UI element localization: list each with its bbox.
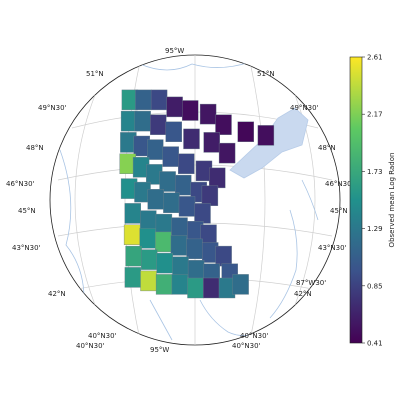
graticule-label: 43°N30' [318,244,347,252]
county-cell [201,185,219,206]
graticule-label: 95°W [165,47,184,55]
county-cell [232,274,249,295]
county-cell [163,192,180,214]
county-cell [140,210,157,231]
county-cell [203,277,220,299]
graticule-label: 42°N [48,290,66,298]
graticule-label: 87°W30' [296,279,326,287]
colorbar-gradient [349,56,363,344]
graticule-label: 51°N [257,70,275,78]
county-cell [155,231,172,253]
county-cell [237,121,255,143]
coastline [269,209,298,319]
colorbar-tick-label: 0.41 [367,340,383,348]
graticule-label: 95°W [150,346,169,354]
county-cell [155,213,173,235]
graticule-label: 51°N [86,70,104,78]
colorbar-tick-label: 1.73 [367,168,383,176]
meridian-line [74,94,96,306]
county-cell [187,277,204,299]
county-cell [159,171,176,192]
county-cell [124,267,142,288]
graticule-label: 40°N30' [88,332,117,340]
colorbar-label: Observed mean Log Radon [388,153,396,248]
county-cell [139,228,156,249]
county-cell [162,146,179,167]
graticule-label: 43°N30' [12,244,41,252]
graticule-label: 49°N30' [38,104,67,112]
graticule-label: 40°N30' [76,342,105,350]
county-cell [150,114,167,135]
county-cell [172,256,189,277]
county-cell [125,245,142,267]
graticule-label: 48°N [26,144,44,152]
county-cell [199,103,217,125]
county-cell [134,110,151,132]
county-cell [215,245,232,267]
graticule-labels: 95°W 51°N 51°N 49°N30' 49°N30' 48°N 48°N… [6,47,354,354]
graticule-label: 46°N30' [6,180,35,188]
colorbar-ticks: 2.61 2.17 1.73 1.29 0.85 0.41 [362,54,383,348]
county-cell [178,196,196,217]
county-cell [186,238,203,260]
graticule-label: 42°N [294,290,312,298]
county-cell [208,167,226,189]
county-cell [171,274,189,295]
county-cell [140,270,157,292]
colorbar-tick-label: 0.85 [367,282,383,290]
graticule-label: 40°N30' [232,342,261,350]
county-cell [218,142,236,164]
county-cell [165,121,183,143]
graticule-label: 48°N [318,144,336,152]
county-cell [147,189,165,210]
county-cell [194,203,211,224]
county-cell [146,139,164,160]
county-cell [181,100,199,121]
county-cell [170,235,188,256]
county-cell [155,274,173,295]
colorbar: 2.61 2.17 1.73 1.29 0.85 0.41 Observed mean L… [349,54,396,348]
colorbar-tick-label: 1.29 [367,225,383,233]
county-cell [140,249,158,270]
county-cell [156,252,174,274]
graticule-label: 46°N30' [325,180,354,188]
graticule-label: 40°N30' [240,332,269,340]
county-cell [257,125,275,146]
county-cell [174,174,192,196]
coastline [149,299,173,341]
county-cell [166,96,183,118]
county-cell [124,203,142,224]
colorbar-tick-label: 2.17 [367,111,383,119]
county-choropleth [119,89,275,299]
county-cell [123,224,141,246]
graticule-label: 45°N [18,207,36,215]
coastline [301,179,319,221]
graticule-label: 49°N30' [290,104,319,112]
county-cell [203,132,220,153]
county-cell [135,89,152,111]
county-cell [200,224,217,246]
meridian-line [249,61,266,341]
county-cell [183,128,200,150]
graticule-label: 45°N [330,207,348,215]
colorbar-tick-label: 2.61 [367,54,383,62]
county-cell [171,217,188,238]
county-cell [150,89,168,111]
county-cell [187,260,205,281]
county-cell [215,114,232,135]
county-cell [177,153,195,175]
